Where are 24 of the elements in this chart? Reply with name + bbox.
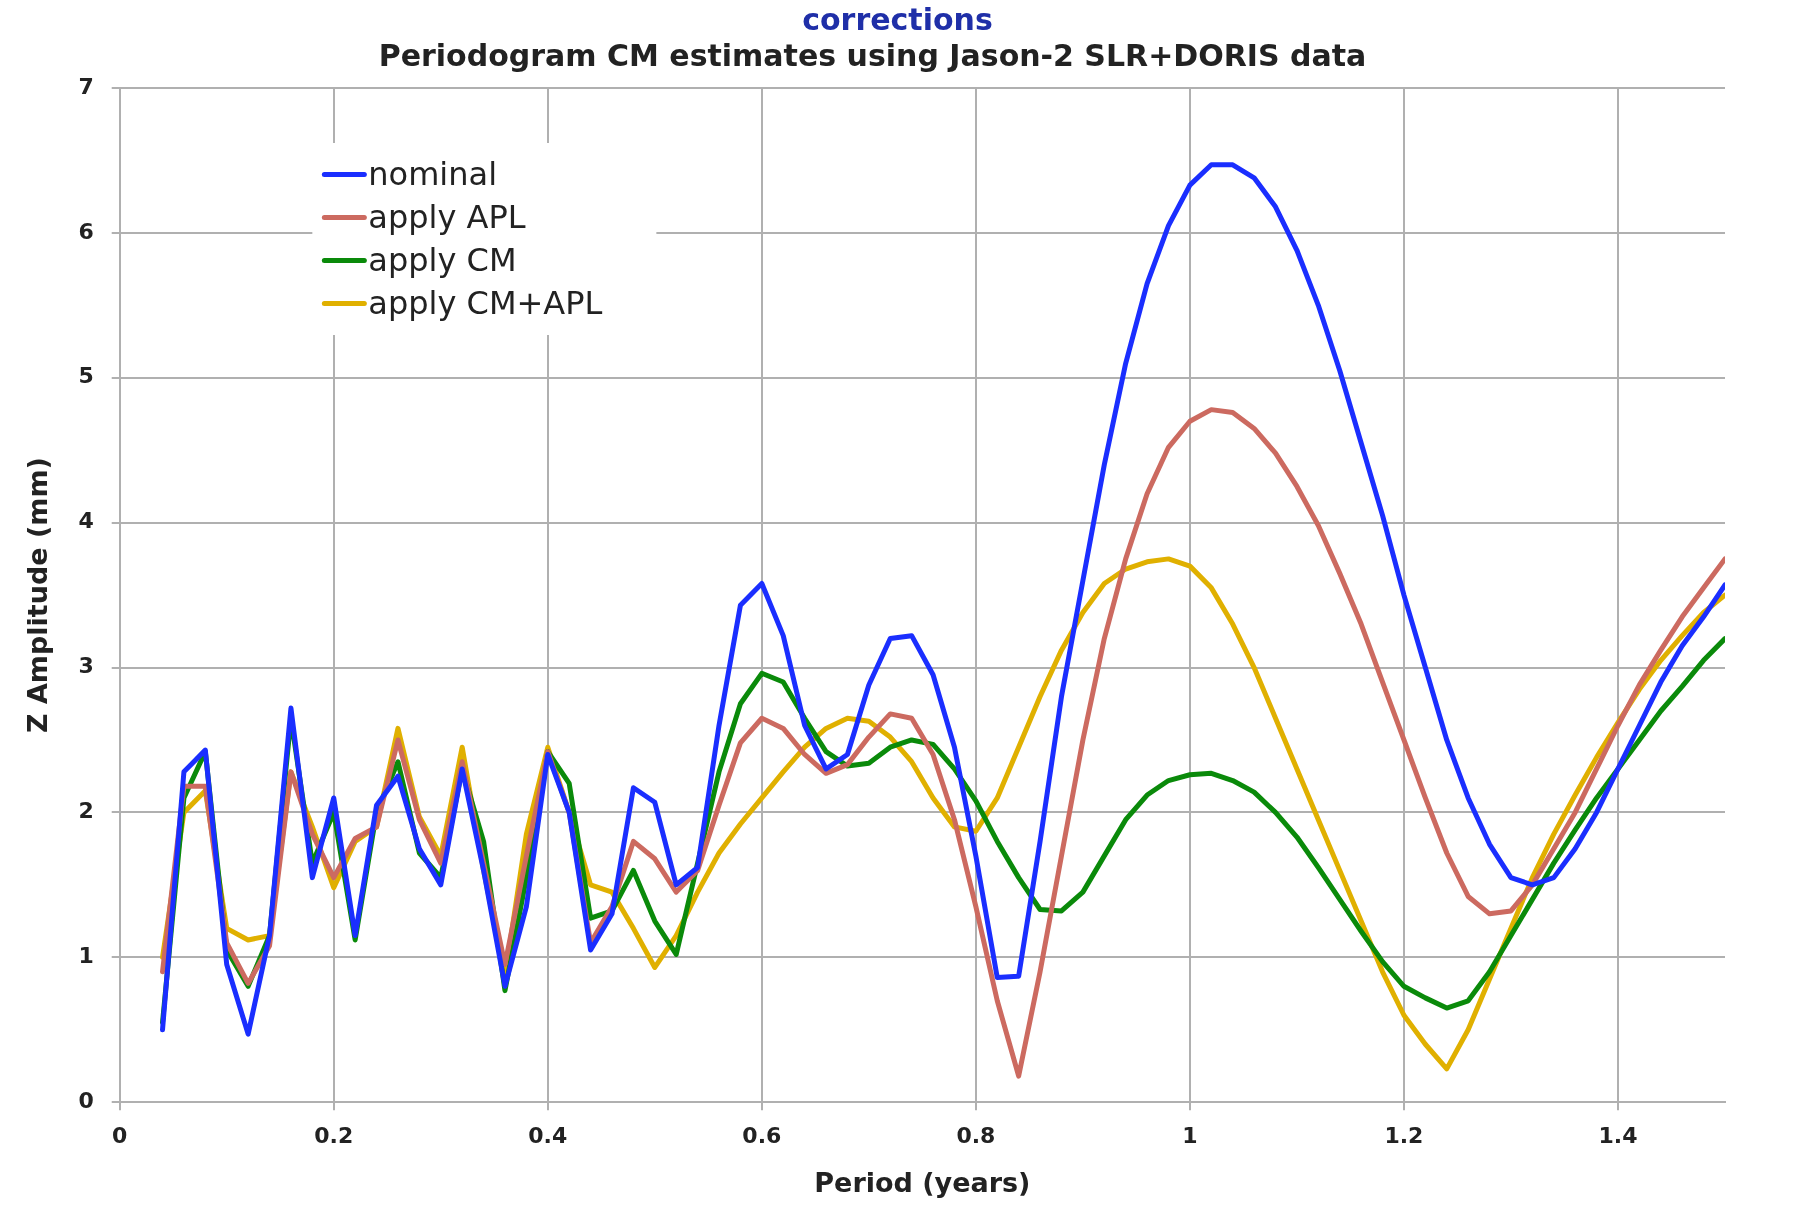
x-tick-label: 0.4 [528, 1123, 568, 1149]
y-tick-label: 1 [78, 943, 94, 969]
legend-label: apply CM [368, 240, 517, 279]
chart-title: Periodogram CM estimates using Jason-2 SLR+DORIS data [378, 37, 1367, 73]
x-tick-label: 1 [1182, 1123, 1198, 1149]
x-tick-label: 1.4 [1598, 1123, 1638, 1149]
x-tick-label: 0.8 [956, 1123, 996, 1149]
legend-label: nominal [368, 154, 498, 193]
y-tick-label: 4 [78, 508, 94, 534]
legend-label: apply APL [368, 197, 526, 236]
y-tick-label: 3 [78, 653, 94, 679]
y-tick-label: 0 [78, 1087, 94, 1113]
text: corrections [801, 2, 994, 37]
x-tick-label: 0 [112, 1123, 128, 1149]
x-tick-label: 0.2 [314, 1123, 354, 1149]
x-axis-title: Period (years) [814, 1166, 1031, 1198]
y-tick-label: 5 [78, 363, 94, 389]
legend-label: apply CM+APL [368, 283, 603, 322]
y-tick-label: 6 [78, 218, 94, 244]
y-axis-title: Z Amplitude (mm) [22, 457, 54, 734]
x-tick-label: 0.6 [742, 1123, 782, 1149]
x-tick-label: 1.2 [1384, 1123, 1424, 1149]
y-tick-label: 2 [78, 798, 94, 824]
y-tick-label: 7 [78, 73, 94, 99]
